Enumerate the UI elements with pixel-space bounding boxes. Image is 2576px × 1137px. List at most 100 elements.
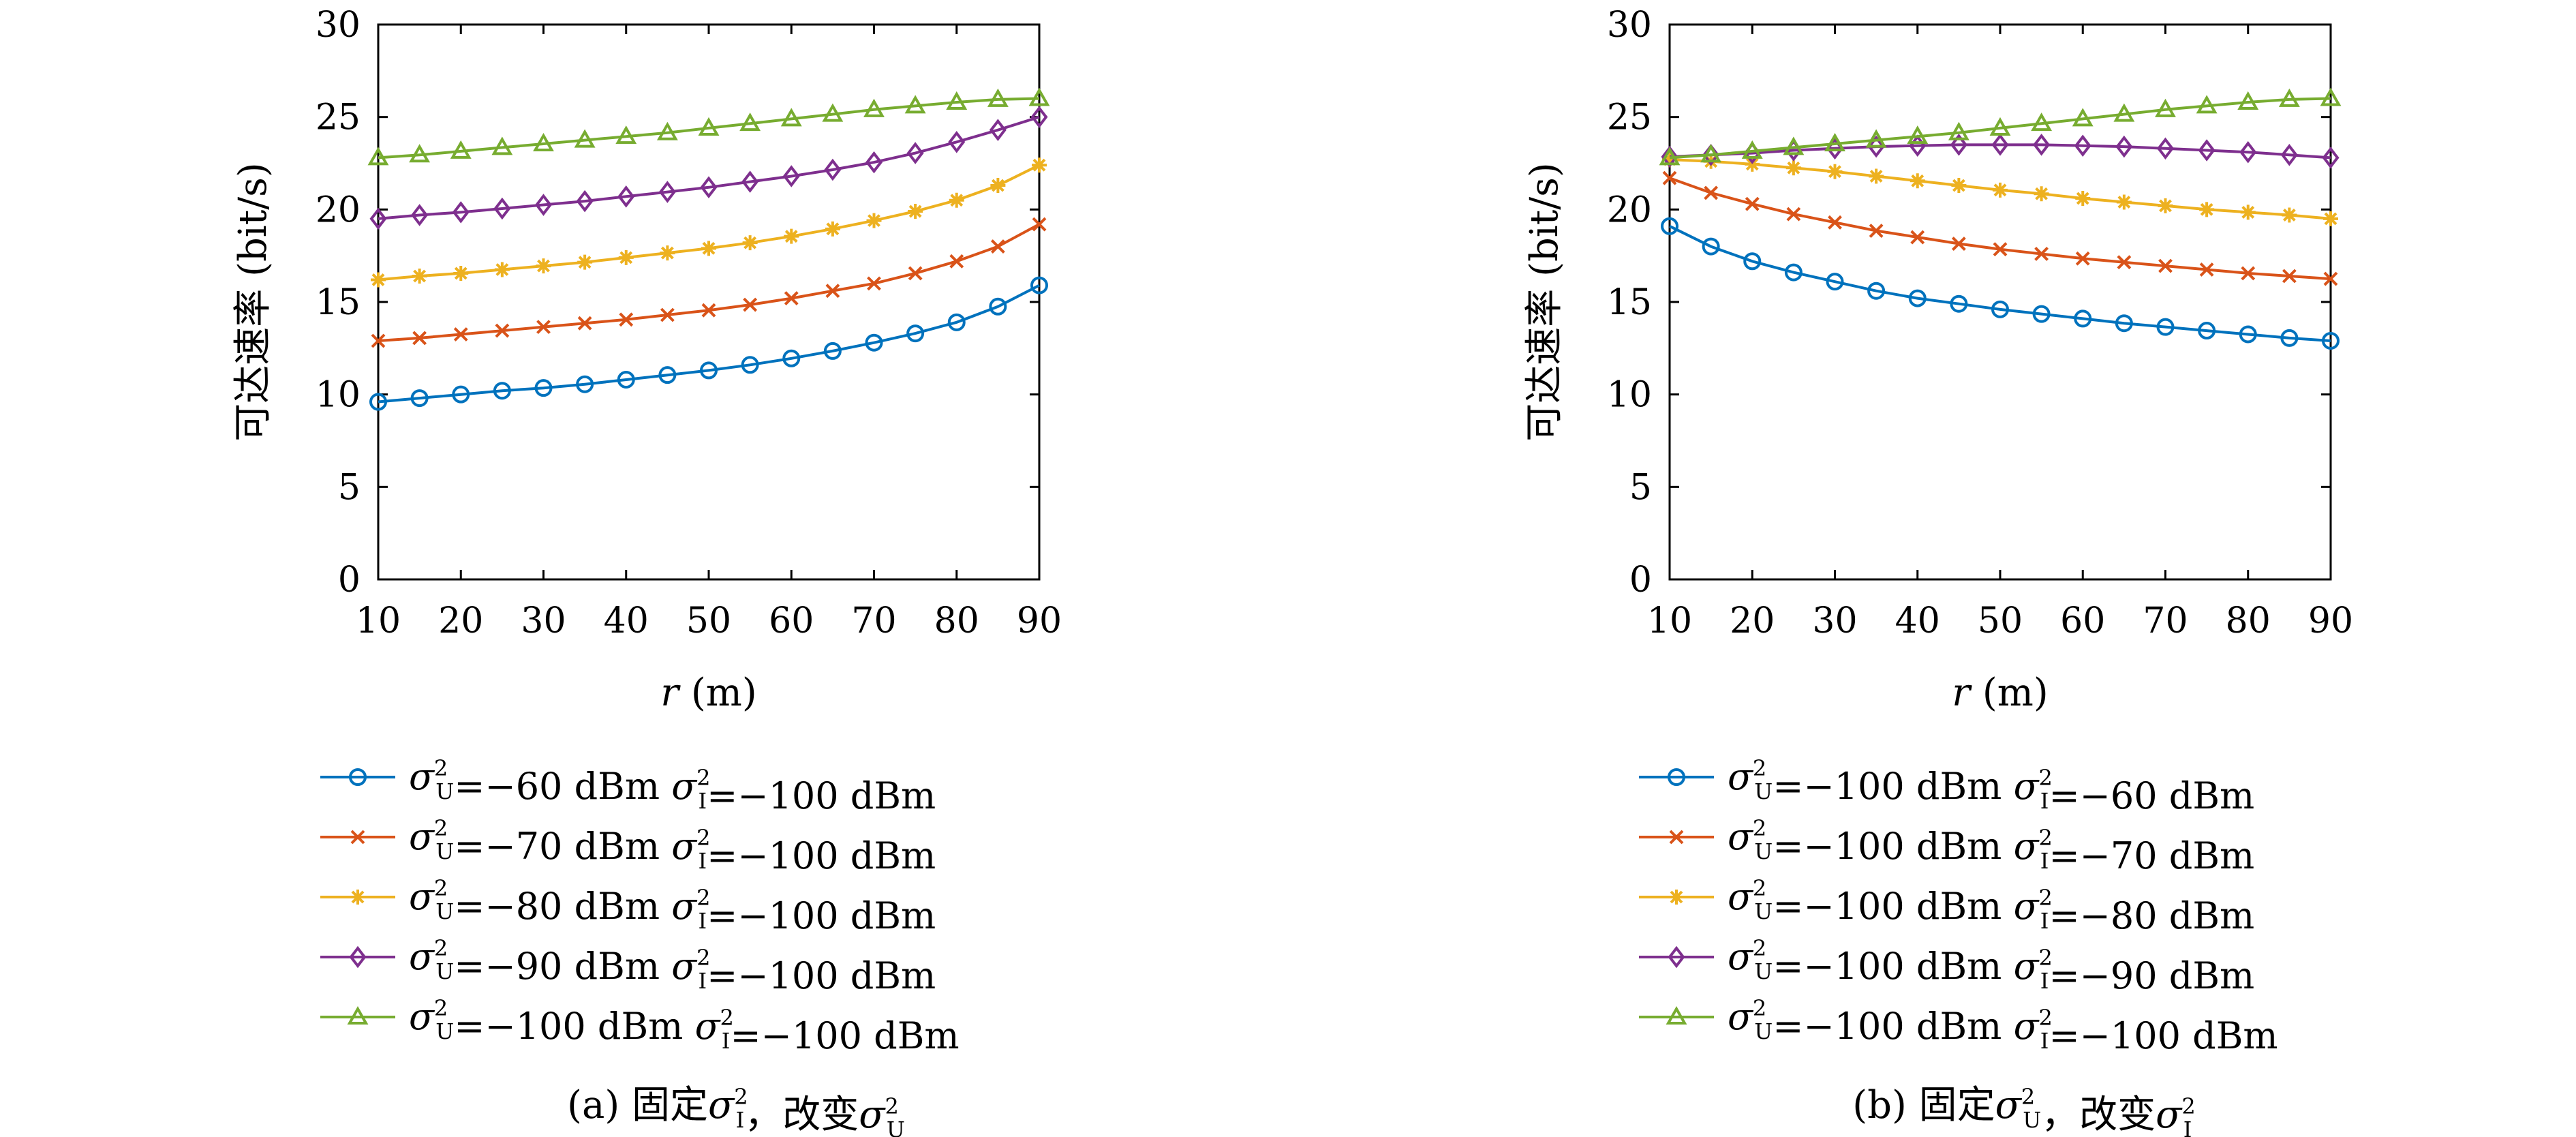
data-point (701, 241, 716, 256)
data-point (1827, 164, 1843, 179)
data-point (1784, 263, 1803, 282)
legend-entry: σ2 U=−100 dBm σ2 I=−80 dBm (1639, 875, 2254, 937)
x-tick-label: 50 (686, 601, 731, 641)
data-point (1951, 178, 1967, 194)
data-point (1700, 144, 1722, 163)
y-tick-label: 20 (316, 190, 361, 230)
x-tick-label: 80 (2226, 601, 2271, 641)
data-point (412, 269, 427, 284)
data-point (1869, 224, 1884, 238)
x-tick-label: 90 (2308, 601, 2353, 641)
legend-label: σ2 U=−100 dBm σ2 I=−80 dBm (1728, 875, 2254, 937)
legend-marker (1668, 945, 1685, 969)
legend-label: σ2 U=−90 dBm σ2 I=−100 dBm (409, 935, 936, 997)
series-2 (1662, 170, 2338, 286)
data-point (2240, 204, 2256, 220)
data-point (948, 131, 966, 153)
legend-entry: σ2 U=−60 dBm σ2 I=−100 dBm (320, 755, 936, 817)
data-point (1991, 300, 2009, 318)
data-point (495, 323, 510, 338)
data-point (1741, 140, 1763, 159)
data-point (1993, 242, 2008, 257)
legend-marker (1669, 890, 1684, 905)
y-tick-label: 25 (1607, 97, 1652, 138)
data-point (990, 178, 1006, 194)
data-point (2075, 251, 2090, 266)
data-point (1032, 157, 1047, 173)
data-point (2322, 147, 2340, 169)
data-point (2115, 135, 2133, 158)
x-tick-label: 70 (851, 601, 896, 641)
series-line (1669, 225, 2331, 342)
series-line (378, 284, 1040, 404)
data-point (1828, 215, 1842, 230)
data-point (2323, 271, 2338, 286)
legend-entry: σ2 U=−100 dBm σ2 I=−60 dBm (1639, 755, 2254, 817)
data-point (701, 303, 716, 318)
data-point (656, 121, 678, 140)
data-point (947, 313, 966, 331)
y-tick-label: 5 (1629, 467, 1652, 508)
data-point (2034, 247, 2049, 261)
data-point (823, 342, 842, 360)
data-point (2156, 318, 2175, 336)
series-line (378, 97, 1040, 160)
y-axis-label: 可达速率 (bit/s) (1522, 162, 1567, 441)
legend-entry: σ2 U=−80 dBm σ2 I=−100 dBm (320, 875, 936, 937)
y-tick-label: 30 (1607, 5, 1652, 46)
series-line (1669, 97, 2331, 160)
data-point (782, 349, 801, 367)
x-axis-label: r (m) (660, 671, 756, 715)
legend-marker (347, 1005, 369, 1025)
series-1 (369, 276, 1048, 411)
legend-marker (350, 890, 365, 905)
data-point (2156, 137, 2175, 160)
legend-label: σ2 U=−100 dBm σ2 I=−60 dBm (1728, 755, 2254, 817)
data-point (409, 144, 431, 163)
data-point (452, 201, 470, 224)
data-point (660, 307, 675, 322)
data-point (534, 194, 553, 216)
legend-label: σ2 U=−100 dBm σ2 I=−100 dBm (1728, 995, 2278, 1057)
data-point (2282, 207, 2297, 223)
data-point (906, 324, 925, 343)
data-point (906, 142, 924, 164)
data-point (660, 245, 675, 261)
data-point (990, 239, 1005, 254)
data-point (1786, 207, 1801, 222)
data-point (2031, 112, 2053, 132)
data-point (2074, 134, 2091, 157)
data-point (1030, 106, 1048, 128)
data-point (576, 190, 594, 213)
data-point (825, 284, 840, 299)
data-point (1948, 121, 1969, 140)
data-point (411, 204, 429, 226)
data-point (2199, 202, 2215, 217)
data-point (2075, 191, 2091, 207)
data-point (2322, 331, 2340, 350)
legend-label: σ2 U=−80 dBm σ2 I=−100 dBm (409, 875, 936, 937)
legend-entry: σ2 U=−100 dBm σ2 I=−100 dBm (320, 995, 960, 1057)
data-point (618, 249, 634, 265)
data-point (2034, 186, 2049, 202)
data-point (369, 393, 387, 411)
data-point (1028, 87, 1050, 106)
y-tick-label: 20 (1607, 190, 1652, 230)
data-point (989, 297, 1007, 316)
data-point (2198, 139, 2215, 162)
data-point (371, 333, 386, 348)
series-2 (371, 217, 1047, 348)
data-point (1783, 136, 1805, 155)
legend-label: σ2 U=−70 dBm σ2 I=−100 dBm (409, 815, 936, 877)
data-point (2278, 88, 2300, 107)
data-point (949, 254, 964, 269)
legend-marker (1666, 1005, 1687, 1025)
data-point (698, 117, 720, 136)
data-point (908, 266, 923, 281)
data-point (367, 147, 389, 166)
data-point (1991, 134, 2009, 156)
legend-marker (349, 768, 367, 786)
series-line (378, 115, 1040, 220)
y-tick-label: 15 (316, 282, 361, 323)
